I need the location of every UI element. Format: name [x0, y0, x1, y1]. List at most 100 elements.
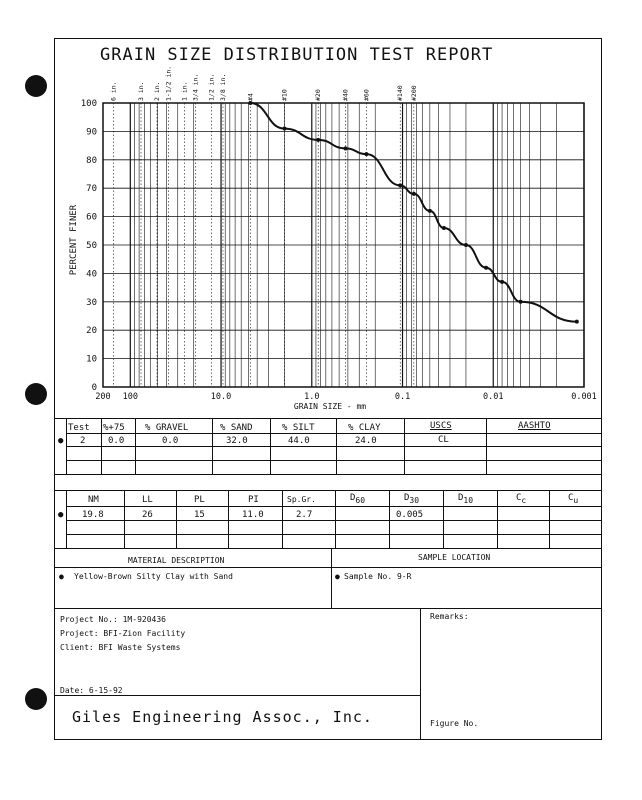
sieve-label: 1 in.	[180, 81, 188, 101]
grain-size-chart: 6 in. 3 in. 2 in. 1-1/2 in. 1 in. 3/4 in. 1/2 …	[69, 66, 597, 411]
t2-cell-ll: 26	[142, 510, 153, 520]
material-header-line	[54, 567, 602, 568]
t2-col-3	[228, 490, 229, 548]
t2-col-1	[124, 490, 125, 548]
material-marker: ●	[59, 572, 64, 581]
data-point	[343, 146, 348, 151]
sieve-label: 3 in.	[137, 81, 145, 101]
x-tick-label: 1.0	[304, 392, 319, 402]
t2-header-spgr: Sp.Gr.	[287, 495, 316, 504]
sieve-label: 2 in.	[153, 81, 161, 101]
t2-col-7	[443, 490, 444, 548]
t1-header-line	[66, 433, 602, 434]
sieve-label: 1/2 in.	[208, 74, 216, 101]
t1-col-1	[101, 418, 102, 474]
t1-row-line	[66, 446, 602, 447]
t1-header-test: Test	[68, 423, 90, 433]
data-point	[518, 299, 523, 304]
t1-cell-test: 2	[80, 436, 86, 446]
sieve-label: #60	[362, 89, 370, 101]
sieve-label: #140	[396, 85, 404, 101]
t1-header-aashto: AASHTO	[518, 421, 551, 431]
data-point	[500, 279, 505, 284]
material-bottom-line	[54, 608, 602, 609]
binder-hole-middle	[25, 383, 47, 405]
t1-cell-uscs: CL	[438, 435, 449, 445]
project-divider	[420, 608, 421, 740]
t2-col-4	[282, 490, 283, 548]
y-tick-label: 0	[92, 383, 97, 393]
sample-location: Sample No. 9-R	[344, 572, 412, 581]
data-point	[248, 101, 253, 105]
sieve-label: 3/4 in.	[192, 74, 200, 101]
t2-row-line	[66, 520, 602, 521]
t2-header-nm: NM	[88, 495, 99, 505]
t1-header-gravel: % GRAVEL	[145, 423, 189, 433]
sieve-label: #20	[314, 89, 322, 101]
t1-header-sand: % SAND	[220, 423, 253, 433]
sieve-label: #40	[342, 89, 350, 101]
remarks-label: Remarks:	[430, 612, 469, 621]
t2-header-cu: Cu	[568, 493, 579, 505]
data-point	[364, 152, 369, 157]
t1-header-silt: % SILT	[282, 423, 315, 433]
t2-row-marker: ●	[58, 510, 64, 520]
t1-cell-plus75: 0.0	[108, 436, 125, 446]
data-point	[463, 243, 468, 247]
sieve-label: 1-1/2 in.	[164, 66, 172, 101]
t1-col-2	[135, 418, 136, 474]
t2-col-6	[389, 490, 390, 548]
t2-header-d10: D10	[458, 493, 474, 505]
y-tick-label: 60	[86, 213, 97, 223]
x-axis-label: GRAIN SIZE - mm	[294, 402, 366, 411]
x-tick-label: 0.1	[395, 392, 410, 402]
t2-bottom-line	[54, 548, 602, 549]
t2-header-d30: D30	[404, 493, 420, 505]
t1-header-clay: % CLAY	[348, 423, 381, 433]
client-name: Client: BFI Waste Systems	[60, 643, 181, 652]
sieve-label: #4	[246, 93, 254, 101]
y-tick-label: 100	[81, 99, 97, 109]
project-number: Project No.: 1M-920436	[60, 615, 166, 624]
t1-col-4	[270, 418, 271, 474]
t1-col-0	[66, 418, 67, 474]
t2-cell-pi: 11.0	[242, 510, 264, 520]
t1-header-plus75: %+75	[103, 423, 125, 433]
sieve-label: 6 in.	[110, 81, 118, 101]
t1-row-marker: ●	[58, 436, 64, 446]
y-tick-label: 20	[86, 326, 97, 336]
t2-header-d60: D60	[350, 493, 366, 505]
t2-cell-spgr: 2.7	[296, 510, 313, 520]
sieve-label: 3/8 in.	[219, 74, 227, 101]
report-title: GRAIN SIZE DISTRIBUTION TEST REPORT	[100, 45, 494, 65]
t1-col-7	[486, 418, 487, 474]
t2-cell-nm: 19.8	[82, 510, 104, 520]
data-point	[282, 126, 287, 131]
material-header: MATERIAL DESCRIPTION	[128, 556, 225, 565]
t2-cell-d30: 0.005	[396, 510, 424, 520]
report-frame	[54, 38, 602, 740]
x-tick-label: 0.001	[571, 392, 597, 402]
t2-top-line	[54, 490, 602, 491]
sieve-label: #200	[410, 85, 418, 101]
data-point	[441, 225, 446, 230]
y-tick-label: 40	[86, 269, 97, 279]
binder-hole-bottom	[25, 688, 47, 710]
t2-header-cc: Cc	[516, 493, 527, 505]
t1-row2-line	[66, 460, 602, 461]
data-point	[411, 191, 416, 196]
data-point	[484, 265, 489, 270]
t2-header-pl: PL	[194, 495, 205, 505]
data-point	[574, 319, 579, 324]
y-tick-label: 50	[86, 241, 97, 251]
x-tick-label: 200	[95, 392, 110, 402]
t2-col-5	[335, 490, 336, 548]
sample-marker: ●	[335, 572, 340, 581]
t2-header-line	[66, 506, 602, 507]
data-point	[316, 137, 321, 142]
t1-col-6	[404, 418, 405, 474]
t2-row2-line	[66, 534, 602, 535]
t2-header-ll: LL	[142, 495, 153, 505]
y-tick-label: 10	[86, 355, 97, 365]
t1-cell-silt: 44.0	[288, 436, 310, 446]
